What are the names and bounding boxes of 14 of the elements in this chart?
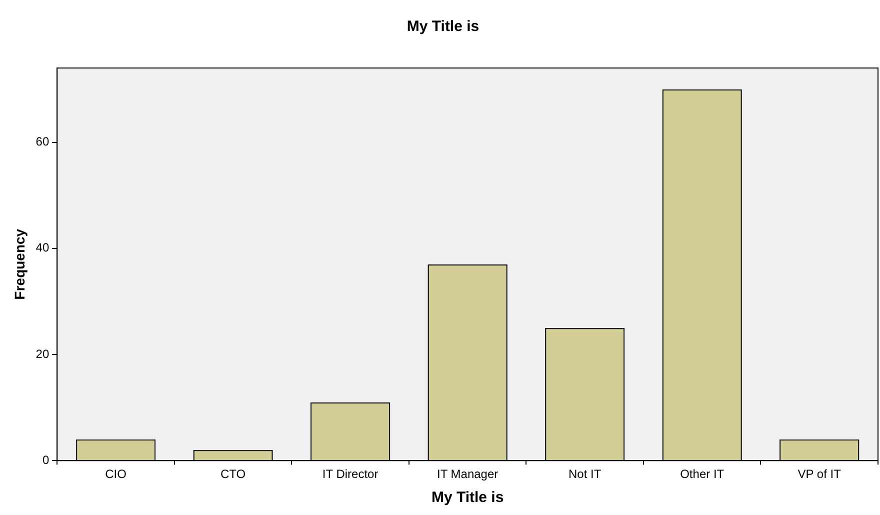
y-tick-label: 0 <box>42 452 50 467</box>
x-tick-label: CTO <box>220 467 246 482</box>
x-tick-label: CIO <box>105 467 126 482</box>
x-tick-label: Not IT <box>568 467 602 482</box>
y-axis-title: Frequency <box>11 228 28 300</box>
x-tick-label: Other IT <box>680 467 725 482</box>
x-tick-label: VP of IT <box>798 467 842 482</box>
y-tick-label: 20 <box>36 346 50 361</box>
x-tick-label: IT Manager <box>436 467 498 482</box>
x-axis-title: My Title is <box>431 489 504 506</box>
chart-title: My Title is <box>406 18 480 36</box>
x-tick-label: IT Director <box>322 467 378 482</box>
y-tick-label: 40 <box>36 240 50 255</box>
y-tick-label: 60 <box>36 134 50 149</box>
